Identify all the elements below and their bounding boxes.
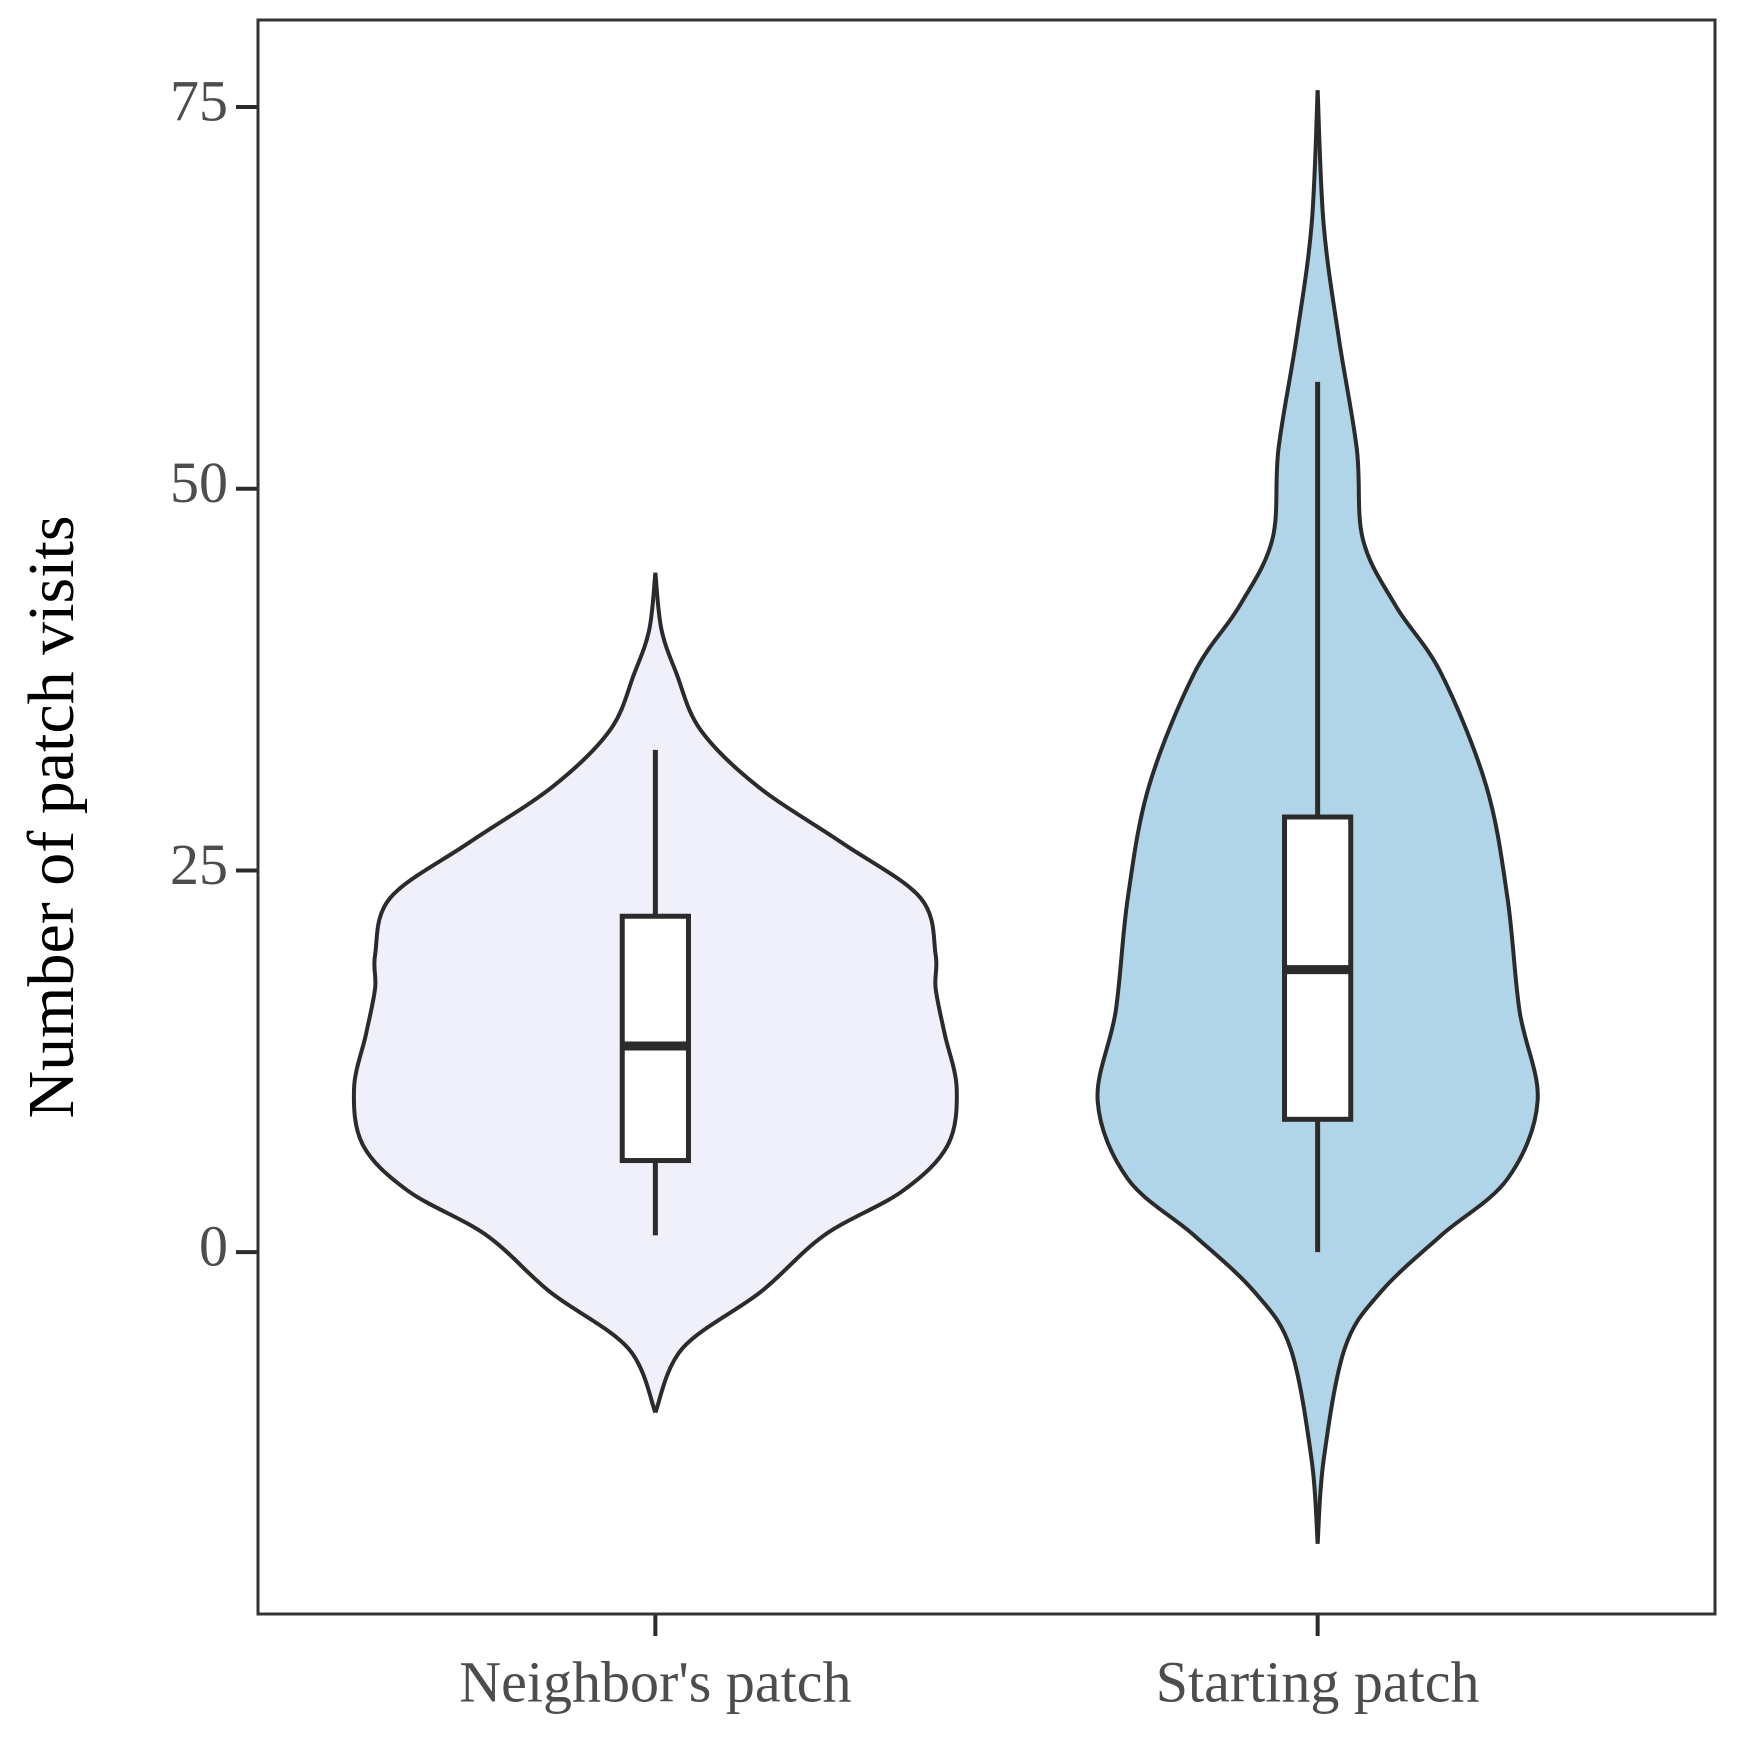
y-tick-label: 0 [199,1213,228,1278]
y-axis-title: Number of patch visits [15,515,88,1118]
violin-half [351,572,658,1414]
y-tick-label: 25 [170,832,228,897]
x-tick-label: Starting patch [1156,1649,1480,1714]
y-tick-label: 50 [170,450,228,515]
x-tick-label: Neighbor's patch [459,1649,851,1714]
violin-half [1315,90,1540,1544]
violin-half [653,572,959,1414]
violin-half [1095,90,1320,1544]
y-tick-label: 75 [170,68,228,133]
box [619,913,691,1164]
plot-border [256,18,1717,1616]
